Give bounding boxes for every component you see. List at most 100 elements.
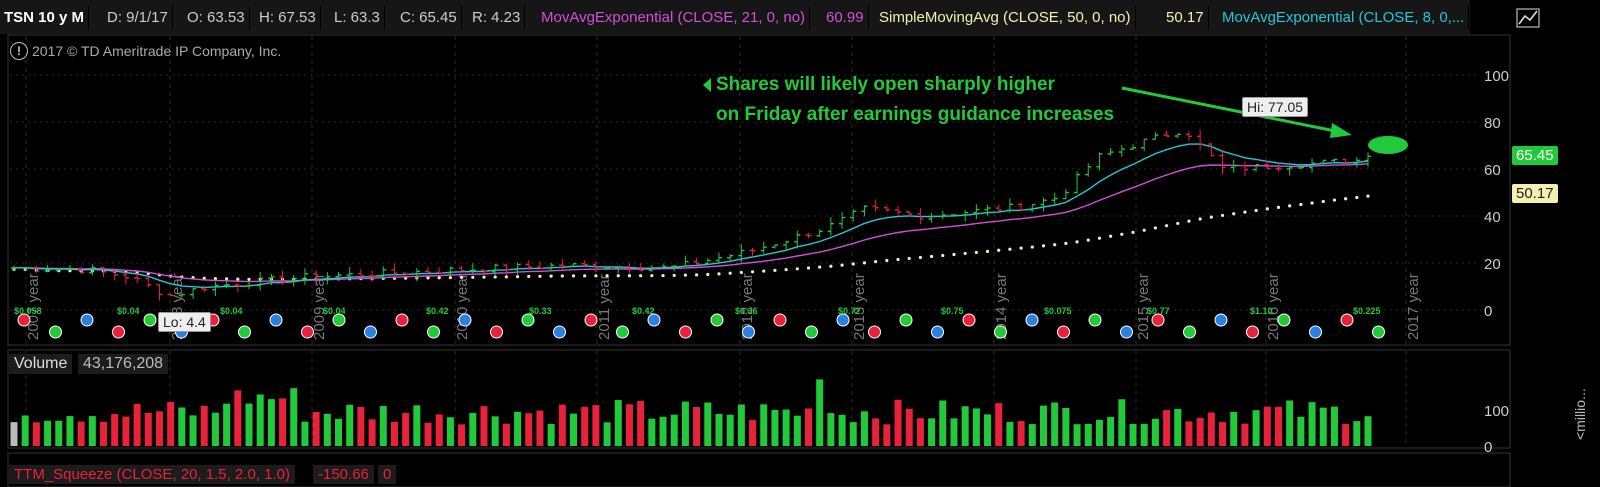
y-tick-label: 20 xyxy=(1484,256,1501,273)
y-tick-label: 100 xyxy=(1484,68,1509,85)
sma50-dot xyxy=(840,263,844,267)
volume-bar xyxy=(44,420,52,446)
volume-bar xyxy=(1219,422,1227,446)
event-marker-icon xyxy=(1372,325,1385,339)
volume-bar xyxy=(547,423,555,446)
event-marker-icon xyxy=(458,313,472,327)
volume-bar xyxy=(211,412,219,446)
sma50-dot xyxy=(493,275,497,279)
volume-bar xyxy=(872,418,880,446)
drawing-tool-icon[interactable] xyxy=(1516,8,1540,28)
open-value: O: 63.53 xyxy=(183,6,250,30)
sma50-dot xyxy=(1153,226,1157,230)
volume-bar xyxy=(1174,409,1182,446)
volume-bar xyxy=(446,417,454,446)
close-value: C: 65.45 xyxy=(396,6,462,30)
sma50-dot xyxy=(929,254,934,259)
squeeze-label[interactable]: TTM_Squeeze (CLOSE, 20, 1.5, 2.0, 1.0) xyxy=(9,465,295,484)
volume-bar xyxy=(648,418,656,446)
event-marker-icon xyxy=(616,325,629,339)
event-marker-icon xyxy=(395,313,409,327)
event-marker-icon xyxy=(1340,313,1354,327)
symbol-label[interactable]: TSN 10 y M xyxy=(0,6,90,30)
volume-bar xyxy=(1151,418,1159,446)
event-marker-icon xyxy=(301,325,314,339)
dividend-label: $0.75 xyxy=(941,306,964,316)
volume-bar xyxy=(1017,421,1025,446)
volume-bar xyxy=(525,413,533,446)
volume-bar xyxy=(1252,410,1260,446)
sma50-label[interactable]: SimpleMovingAvg (CLOSE, 50, 0, no) xyxy=(875,6,1136,30)
volume-bar xyxy=(737,404,745,446)
sma50-dot xyxy=(1366,194,1370,198)
sma50-dot xyxy=(1332,198,1337,202)
volume-bar xyxy=(155,411,163,446)
volume-bar xyxy=(290,388,298,446)
year-label: 2012 year xyxy=(739,273,756,340)
volume-bar xyxy=(223,403,231,446)
sma50-dot xyxy=(1344,197,1348,201)
sma50-dot xyxy=(874,260,878,264)
volume-bar xyxy=(167,401,175,446)
volume-bar xyxy=(245,403,253,446)
volume-bar xyxy=(1342,424,1350,446)
sma50-dot xyxy=(247,277,251,281)
annotation-left-marker xyxy=(703,78,711,92)
ema21-label[interactable]: MovAvgExponential (CLOSE, 21, 0, no) xyxy=(537,6,811,30)
event-marker-icon xyxy=(1246,325,1259,339)
volume-bar xyxy=(1095,419,1103,446)
volume-bar xyxy=(726,414,734,446)
sma50-dot xyxy=(739,270,743,275)
event-marker-icon xyxy=(521,313,535,327)
sma50-dot xyxy=(1030,245,1034,249)
event-marker-icon xyxy=(269,313,283,327)
volume-bar xyxy=(1062,407,1070,446)
dividend-label: $0.04 xyxy=(220,306,243,316)
sma50-dot xyxy=(672,273,676,278)
volume-bar xyxy=(1129,424,1137,446)
event-marker-icon xyxy=(143,313,157,327)
sma50-dot xyxy=(1265,207,1269,211)
event-marker-icon xyxy=(647,313,661,327)
volume-bar xyxy=(1140,423,1148,446)
sma50-dot xyxy=(985,249,990,253)
volume-bar xyxy=(301,421,309,446)
y-tick-label: 0 xyxy=(1484,303,1492,320)
event-marker-icon xyxy=(490,325,503,339)
volume-bar xyxy=(323,413,331,446)
volume-bar xyxy=(1118,399,1126,446)
volume-label[interactable]: Volume xyxy=(9,354,73,374)
chart-header: TSN 10 y M D: 9/1/17 O: 63.53 H: 67.53 L… xyxy=(0,0,1470,34)
volume-bar xyxy=(55,420,63,446)
sma50-dot xyxy=(694,273,699,277)
event-marker-icon xyxy=(962,313,976,327)
sma50-dot xyxy=(941,253,945,258)
info-icon[interactable]: ! xyxy=(10,42,28,60)
event-marker-icon xyxy=(17,313,31,327)
dividend-label: $0.04 xyxy=(323,306,346,316)
volume-value: 43,176,208 xyxy=(78,354,169,374)
volume-bar xyxy=(346,404,354,446)
ema8-label[interactable]: MovAvgExponential (CLOSE, 8, 0,... xyxy=(1218,6,1470,30)
sma50-dot xyxy=(818,265,822,269)
event-marker-icon xyxy=(238,325,251,339)
sma50-dot xyxy=(1131,230,1135,234)
sma50-dot xyxy=(236,277,240,281)
volume-bar xyxy=(491,416,499,446)
volume-bar xyxy=(1107,416,1115,446)
volume-bar xyxy=(961,406,969,446)
year-label: 2015 year xyxy=(1135,273,1152,340)
sma50-dot xyxy=(829,264,833,268)
sma50-dot xyxy=(1299,202,1303,207)
sma50-dot xyxy=(1209,215,1213,219)
volume-bar xyxy=(111,414,119,446)
sma50-dot xyxy=(795,267,799,271)
volume-bar xyxy=(379,406,387,446)
sma50-dot xyxy=(1086,238,1090,242)
volume-bar xyxy=(860,411,868,446)
sma50-dot xyxy=(1198,217,1202,221)
volume-bar xyxy=(178,407,186,446)
annotation-arrow-head xyxy=(1330,123,1352,138)
volume-bar xyxy=(614,400,622,446)
sma50-dot xyxy=(1041,244,1046,248)
